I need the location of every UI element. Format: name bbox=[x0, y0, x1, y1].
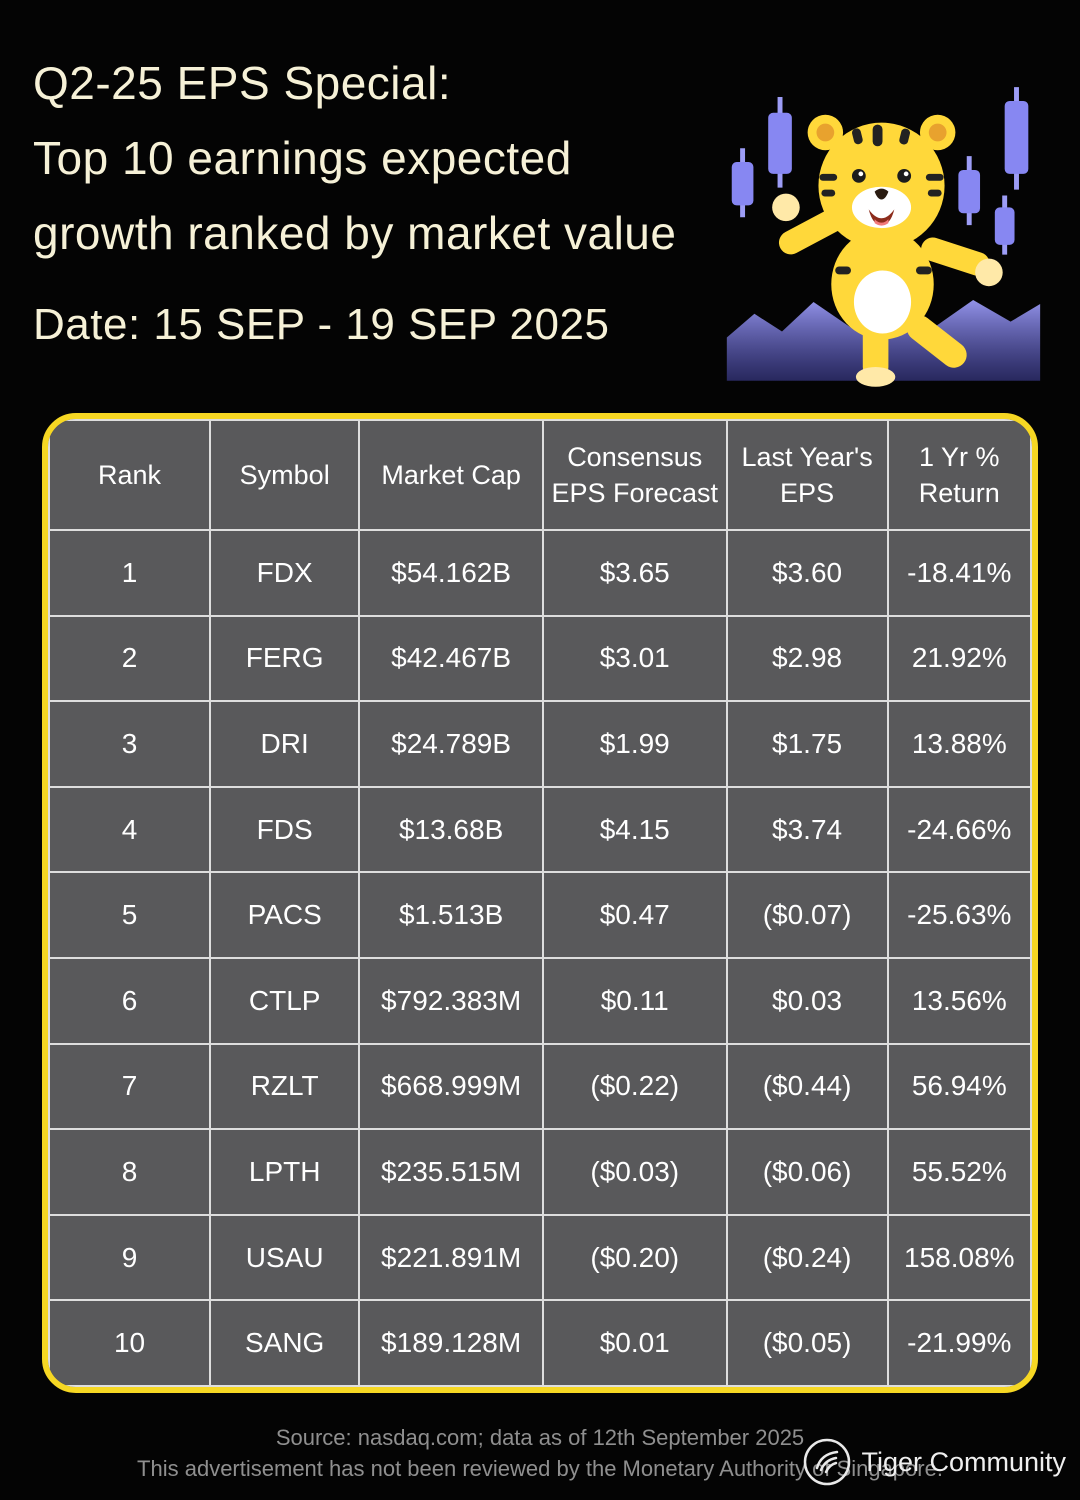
cell-consensus-eps: $0.47 bbox=[541, 871, 728, 959]
cell-consensus-eps: ($0.20) bbox=[541, 1213, 728, 1302]
table-row: 10 SANG $189.128M $0.01 ($0.05) -21.99% bbox=[48, 1299, 1032, 1387]
page-title-line-3: growth ranked by market value bbox=[33, 207, 677, 259]
cell-last-year-eps: $3.60 bbox=[725, 529, 889, 617]
table-row: 9 USAU $221.891M ($0.20) ($0.24) 158.08% bbox=[48, 1213, 1032, 1302]
cell-return-1yr: 158.08% bbox=[886, 1213, 1032, 1302]
cell-consensus-eps: $0.01 bbox=[541, 1299, 728, 1387]
cell-last-year-eps: ($0.05) bbox=[725, 1299, 889, 1387]
source-note: Source: nasdaq.com; data as of 12th Sept… bbox=[275, 1425, 805, 1450]
page-title-line-1: Q2-25 EPS Special: bbox=[33, 57, 452, 109]
column-header-1: Symbol bbox=[209, 419, 361, 531]
cell-return-1yr: 55.52% bbox=[886, 1128, 1032, 1216]
cell-last-year-eps: $2.98 bbox=[725, 614, 889, 703]
cell-market-cap: $221.891M bbox=[358, 1213, 544, 1302]
cell-rank: 7 bbox=[48, 1042, 212, 1131]
cell-return-1yr: -21.99% bbox=[886, 1299, 1032, 1387]
cell-return-1yr: 13.56% bbox=[886, 956, 1032, 1045]
cell-last-year-eps: ($0.06) bbox=[725, 1128, 889, 1216]
column-header-4: Last Year's EPS bbox=[725, 419, 889, 531]
cell-rank: 8 bbox=[48, 1128, 212, 1216]
cell-last-year-eps: ($0.44) bbox=[725, 1042, 889, 1131]
cell-rank: 1 bbox=[48, 529, 212, 617]
cell-return-1yr: 56.94% bbox=[886, 1042, 1032, 1131]
cell-consensus-eps: $4.15 bbox=[541, 785, 728, 874]
cell-symbol: FDX bbox=[209, 529, 361, 617]
cell-symbol: USAU bbox=[209, 1213, 361, 1302]
cell-symbol: PACS bbox=[209, 871, 361, 959]
earnings-table-container: Rank Symbol Market Cap Consensus EPS Foreca… bbox=[42, 413, 1038, 1393]
brand-name: Tiger Community bbox=[861, 1446, 1066, 1477]
cell-return-1yr: 21.92% bbox=[886, 614, 1032, 703]
cell-symbol: CTLP bbox=[209, 956, 361, 1045]
header: Q2-25 EPS Special: Top 10 earnings expec… bbox=[33, 58, 753, 350]
cell-symbol: FERG bbox=[209, 614, 361, 703]
cell-last-year-eps: ($0.07) bbox=[725, 871, 889, 959]
cell-consensus-eps: ($0.22) bbox=[541, 1042, 728, 1131]
cell-consensus-eps: $0.11 bbox=[541, 956, 728, 1045]
cell-rank: 9 bbox=[48, 1213, 212, 1302]
column-header-2: Market Cap bbox=[358, 419, 544, 531]
cell-return-1yr: -18.41% bbox=[886, 529, 1032, 617]
cell-symbol: LPTH bbox=[209, 1128, 361, 1216]
cell-consensus-eps: $1.99 bbox=[541, 700, 728, 788]
table-row: 1 FDX $54.162B $3.65 $3.60 -18.41% bbox=[48, 529, 1032, 617]
cell-last-year-eps: $3.74 bbox=[725, 785, 889, 874]
table-row: 8 LPTH $235.515M ($0.03) ($0.06) 55.52% bbox=[48, 1128, 1032, 1216]
tiger-figure bbox=[772, 114, 1003, 387]
cell-market-cap: $189.128M bbox=[358, 1299, 544, 1387]
cell-rank: 6 bbox=[48, 956, 212, 1045]
column-header-0: Rank bbox=[48, 419, 212, 531]
cell-consensus-eps: ($0.03) bbox=[541, 1128, 728, 1216]
cell-rank: 4 bbox=[48, 785, 212, 874]
cell-consensus-eps: $3.65 bbox=[541, 529, 728, 617]
cell-symbol: SANG bbox=[209, 1299, 361, 1387]
tiger-community-logo-icon bbox=[804, 1438, 851, 1486]
table-row: 4 FDS $13.68B $4.15 $3.74 -24.66% bbox=[48, 785, 1032, 874]
cell-last-year-eps: $1.75 bbox=[725, 700, 889, 788]
cell-market-cap: $1.513B bbox=[358, 871, 544, 959]
table-row: 7 RZLT $668.999M ($0.22) ($0.44) 56.94% bbox=[48, 1042, 1032, 1131]
earnings-table: Rank Symbol Market Cap Consensus EPS Foreca… bbox=[48, 419, 1032, 1387]
column-header-3: Consensus EPS Forecast bbox=[541, 419, 728, 531]
cell-rank: 3 bbox=[48, 700, 212, 788]
cell-rank: 10 bbox=[48, 1299, 212, 1387]
tiger-mascot-svg bbox=[726, 87, 1041, 387]
table-row: 5 PACS $1.513B $0.47 ($0.07) -25.63% bbox=[48, 871, 1032, 959]
cell-return-1yr: -24.66% bbox=[886, 785, 1032, 874]
disclaimer-note: This advertisement has not been reviewed… bbox=[137, 1456, 943, 1481]
cell-market-cap: $54.162B bbox=[358, 529, 544, 617]
table-row: 2 FERG $42.467B $3.01 $2.98 21.92% bbox=[48, 614, 1032, 703]
brand-lockup: Tiger Community bbox=[801, 1436, 1066, 1488]
cell-consensus-eps: $3.01 bbox=[541, 614, 728, 703]
cell-market-cap: $42.467B bbox=[358, 614, 544, 703]
cell-last-year-eps: ($0.24) bbox=[725, 1213, 889, 1302]
cell-market-cap: $13.68B bbox=[358, 785, 544, 874]
cell-last-year-eps: $0.03 bbox=[725, 956, 889, 1045]
cell-market-cap: $235.515M bbox=[358, 1128, 544, 1216]
date-range: Date: 15 SEP - 19 SEP 2025 bbox=[33, 300, 610, 349]
candlestick-icons bbox=[731, 87, 1029, 255]
column-header-5: 1 Yr % Return bbox=[886, 419, 1032, 531]
cell-return-1yr: 13.88% bbox=[886, 700, 1032, 788]
footer: Source: nasdaq.com; data as of 12th Sept… bbox=[0, 1422, 1080, 1484]
page-title-line-2: Top 10 earnings expected bbox=[33, 132, 572, 184]
cell-symbol: RZLT bbox=[209, 1042, 361, 1131]
cell-symbol: DRI bbox=[209, 700, 361, 788]
cell-market-cap: $792.383M bbox=[358, 956, 544, 1045]
cell-symbol: FDS bbox=[209, 785, 361, 874]
cell-market-cap: $24.789B bbox=[358, 700, 544, 788]
cell-rank: 5 bbox=[48, 871, 212, 959]
cell-return-1yr: -25.63% bbox=[886, 871, 1032, 959]
table-body: 1 FDX $54.162B $3.65 $3.60 -18.41% 2 FERG $42.46… bbox=[48, 529, 1032, 1387]
table-row: 3 DRI $24.789B $1.99 $1.75 13.88% bbox=[48, 700, 1032, 788]
table-header-row: Rank Symbol Market Cap Consensus EPS Foreca… bbox=[48, 419, 1032, 531]
cell-market-cap: $668.999M bbox=[358, 1042, 544, 1131]
table-row: 6 CTLP $792.383M $0.11 $0.03 13.56% bbox=[48, 956, 1032, 1045]
cell-rank: 2 bbox=[48, 614, 212, 703]
tiger-mascot-illustration bbox=[715, 78, 1050, 388]
